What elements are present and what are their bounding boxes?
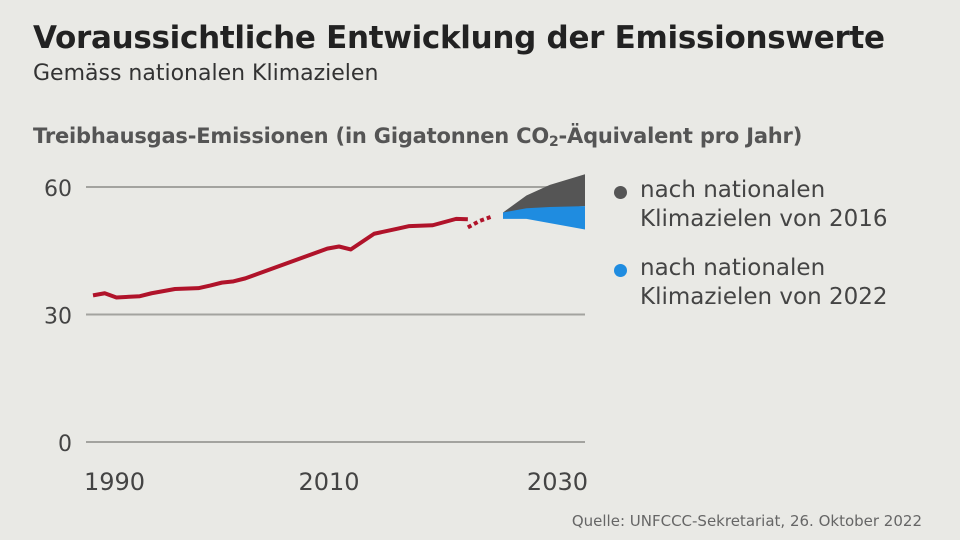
legend-label-line2: Klimazielen von 2022: [640, 284, 888, 310]
page-subtitle: Gemäss nationalen Klimazielen: [33, 61, 379, 86]
legend-item-2022: nach nationalen Klimazielen von 2022: [614, 254, 888, 312]
y-tick-labels: 0 30 60: [44, 177, 72, 457]
legend-label-line1: nach nationalen: [640, 255, 826, 281]
band-2016: [503, 174, 585, 215]
chart-title: Treibhausgas-Emissionen (in Gigatonnen C…: [33, 124, 802, 150]
x-tick-label: 2010: [298, 468, 359, 496]
chart-title-unit: -Äquivalent pro Jahr): [558, 124, 803, 148]
legend-label-line2: Klimazielen von 2016: [640, 206, 888, 232]
page-title: Voraussichtliche Entwicklung der Emissio…: [33, 20, 885, 56]
x-tick-labels: 1990 2010 2030: [84, 468, 588, 496]
gridlines: [86, 186, 585, 443]
x-tick-label: 1990: [84, 468, 145, 496]
emissions-line: [92, 216, 468, 300]
y-tick-label: 60: [44, 177, 72, 202]
projection-bands: [503, 174, 585, 230]
legend-label-line1: nach nationalen: [640, 177, 826, 203]
legend-dot-2022: [614, 264, 627, 277]
chart-title-subscript: 2: [548, 134, 559, 150]
legend-dot-2016: [614, 186, 627, 199]
series-lines: [92, 214, 492, 300]
band-2022: [503, 206, 585, 230]
y-tick-label: 0: [58, 432, 72, 457]
x-tick-label: 2030: [527, 468, 588, 496]
y-tick-label: 30: [44, 305, 72, 330]
source-note: Quelle: UNFCCC-Sekretariat, 26. Oktober …: [571, 512, 922, 530]
chart-title-main: Treibhausgas-Emissionen (in Gigatonnen C…: [33, 124, 549, 148]
legend-item-2016: nach nationalen Klimazielen von 2016: [614, 176, 888, 234]
emissions-estimate-line: [466, 214, 492, 230]
